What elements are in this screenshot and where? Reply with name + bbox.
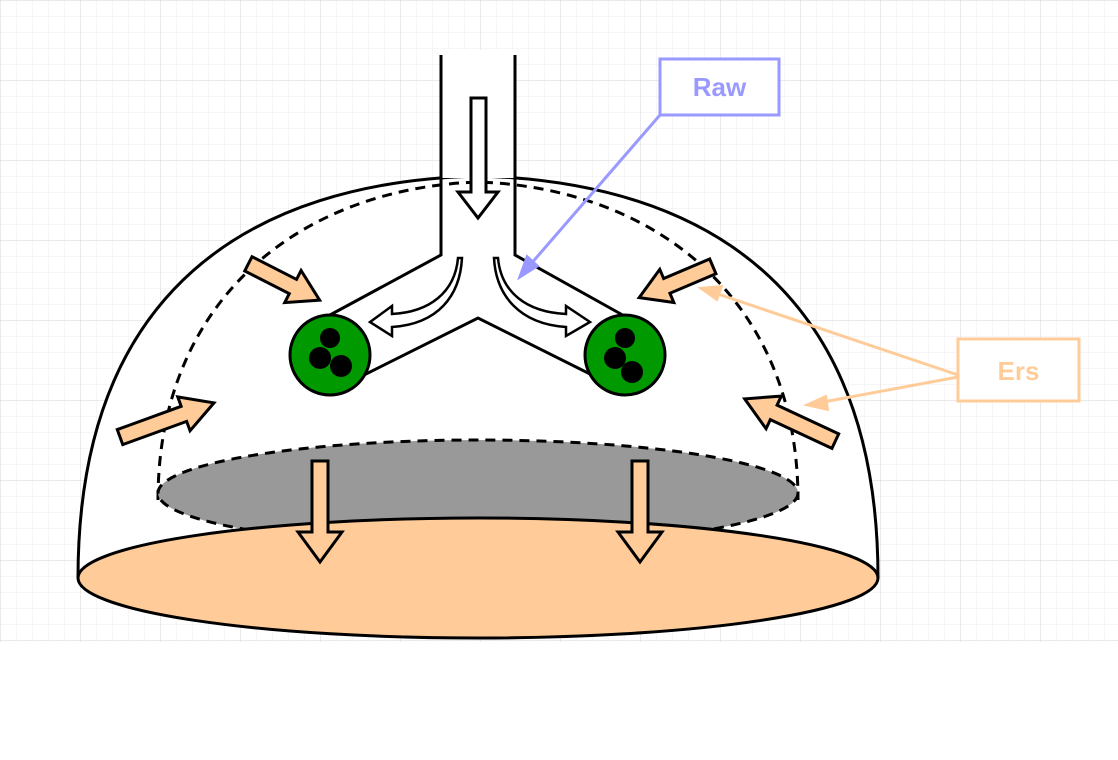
- raw-label-box: [658, 57, 781, 117]
- ers-label: Ers: [998, 356, 1040, 386]
- airway-left-wall: [329, 55, 443, 317]
- ers-arrow-lower-right: [741, 394, 841, 451]
- left-cell-dot: [330, 355, 352, 377]
- ers-arrow-lower-left: [115, 395, 217, 447]
- right-cell-dot: [604, 347, 626, 369]
- right-cell-dot: [621, 361, 643, 383]
- raw-pointer-head: [517, 254, 540, 281]
- airway-right-wall: [513, 55, 629, 320]
- inflow-arrow: [454, 96, 502, 221]
- raw-pointer-line: [528, 114, 662, 266]
- ers-label-box: [956, 337, 1081, 403]
- ers-pointer-head-lower: [802, 394, 830, 412]
- down-arrow-left: [295, 459, 345, 565]
- left-cell-dot: [320, 328, 340, 348]
- left-flow-arrow: [367, 256, 464, 339]
- base-ellipse: [76, 516, 880, 640]
- left-cell: [288, 313, 372, 397]
- airway-carina: [357, 316, 599, 380]
- right-flow-arrow: [492, 256, 593, 339]
- ers-pointer-head-upper: [697, 284, 724, 302]
- raw-label: Raw: [693, 72, 747, 102]
- ers-pointer-line-upper: [711, 290, 959, 377]
- ers-pointer-line-lower: [817, 375, 959, 405]
- inner-dashed-dome: [156, 180, 800, 501]
- right-cell: [583, 313, 667, 397]
- ers-arrow-upper-left: [242, 254, 323, 305]
- right-cell-dot: [615, 328, 635, 348]
- down-arrow-right: [615, 459, 665, 565]
- ers-arrow-upper-right: [636, 257, 718, 305]
- blank-bottom-area: [0, 642, 1118, 760]
- left-cell-dot: [309, 347, 331, 369]
